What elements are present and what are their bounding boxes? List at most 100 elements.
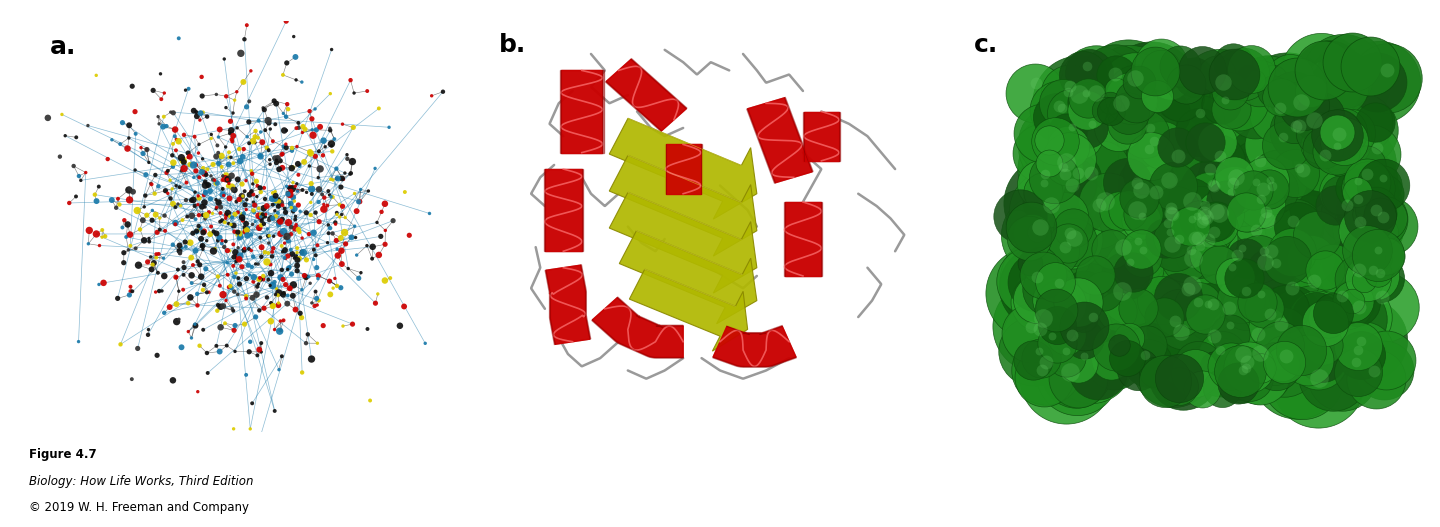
Point xyxy=(194,189,217,197)
Point xyxy=(1168,309,1191,318)
Point xyxy=(1273,357,1296,366)
Point xyxy=(1259,175,1282,184)
Point xyxy=(1076,62,1099,70)
Point xyxy=(1175,218,1198,226)
Point xyxy=(143,189,166,198)
Point xyxy=(261,189,284,197)
Point xyxy=(1071,277,1094,286)
Point xyxy=(181,161,204,169)
Point xyxy=(1234,208,1257,216)
Point xyxy=(1237,72,1260,80)
Point xyxy=(298,162,321,170)
Point xyxy=(1169,257,1192,265)
Point xyxy=(187,226,210,234)
Point xyxy=(252,220,275,228)
Point xyxy=(269,230,292,238)
Point xyxy=(1187,234,1210,242)
Point xyxy=(209,125,232,134)
Point xyxy=(1145,187,1168,196)
Point xyxy=(1331,74,1354,83)
Point xyxy=(170,243,193,252)
Point xyxy=(298,148,321,156)
Point xyxy=(278,190,301,199)
Point xyxy=(1087,207,1110,215)
Point xyxy=(192,241,215,250)
Point xyxy=(373,240,396,249)
Point xyxy=(118,184,141,193)
Point xyxy=(109,340,132,348)
Point xyxy=(271,215,294,223)
Point xyxy=(275,182,298,190)
Point xyxy=(1071,313,1094,321)
Point xyxy=(1156,259,1179,267)
Point xyxy=(307,173,330,182)
Point xyxy=(230,210,253,218)
Point xyxy=(1174,313,1197,321)
Point xyxy=(1161,362,1184,370)
Point xyxy=(200,172,223,180)
Point xyxy=(235,294,258,302)
Point xyxy=(347,274,370,282)
Point xyxy=(252,204,275,212)
Point xyxy=(1290,374,1313,383)
Point xyxy=(291,234,314,242)
Point xyxy=(246,351,269,359)
Point xyxy=(1228,146,1251,154)
Point xyxy=(1128,193,1151,202)
Point xyxy=(1020,323,1043,331)
Point xyxy=(1151,141,1174,149)
Point xyxy=(1210,363,1233,371)
Point xyxy=(1231,70,1254,79)
Point xyxy=(213,242,236,251)
Point xyxy=(179,238,202,247)
Point xyxy=(1197,221,1220,230)
Point xyxy=(1201,299,1224,308)
Point xyxy=(1207,221,1230,230)
Point xyxy=(1149,61,1172,70)
Point xyxy=(307,271,330,280)
Point xyxy=(1200,225,1223,233)
Point xyxy=(297,330,320,338)
Text: b.: b. xyxy=(498,33,526,57)
Point xyxy=(1218,234,1241,242)
Point xyxy=(1315,279,1338,287)
Point xyxy=(196,165,219,173)
PathPatch shape xyxy=(609,118,757,219)
Point xyxy=(1066,298,1089,307)
Point xyxy=(190,235,213,243)
Point xyxy=(171,216,194,225)
Point xyxy=(1056,173,1079,181)
Point xyxy=(1355,199,1378,207)
Point xyxy=(1043,174,1066,182)
Point xyxy=(153,272,176,280)
Point xyxy=(1044,278,1067,286)
Point xyxy=(279,284,302,292)
Point xyxy=(1312,170,1335,179)
Point xyxy=(1202,228,1225,237)
Point xyxy=(252,184,275,192)
Point xyxy=(1313,266,1336,275)
Point xyxy=(140,265,163,274)
Point xyxy=(1352,275,1375,284)
Point xyxy=(1374,252,1397,260)
Point xyxy=(220,304,243,313)
Point xyxy=(265,212,288,220)
Text: c.: c. xyxy=(973,33,998,57)
Point xyxy=(161,240,184,249)
Point xyxy=(1233,174,1256,183)
Point xyxy=(229,231,252,239)
Point xyxy=(248,275,271,284)
Point xyxy=(276,252,300,260)
Point xyxy=(261,137,284,145)
Point xyxy=(1344,183,1367,192)
Point xyxy=(261,200,284,209)
Point xyxy=(140,179,163,188)
Point xyxy=(253,195,276,203)
Point xyxy=(1188,115,1211,123)
Point xyxy=(1053,212,1076,220)
Point xyxy=(128,225,151,233)
Point xyxy=(177,84,200,93)
Point xyxy=(285,124,308,132)
Point xyxy=(1253,304,1276,313)
Point xyxy=(207,133,230,141)
